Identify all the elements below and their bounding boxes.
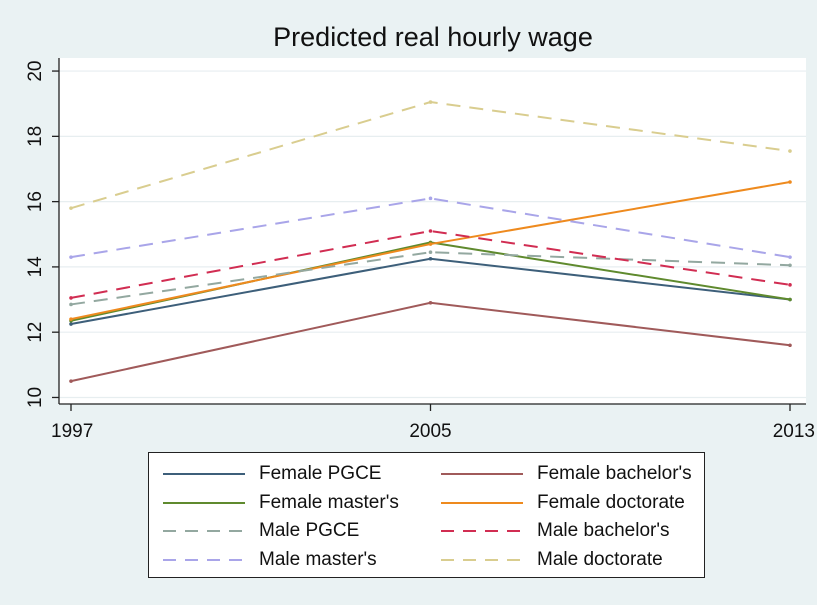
series-line [70, 229, 791, 299]
y-tick-label: 14 [25, 256, 46, 278]
x-tick-label: 2005 [409, 421, 451, 442]
data-point [69, 296, 73, 300]
data-point [69, 317, 73, 321]
y-tick-label: 18 [25, 126, 46, 147]
legend-item: Female master's [163, 488, 399, 518]
legend-label: Male bachelor's [537, 520, 670, 541]
data-point [428, 256, 433, 261]
legend-label: Female bachelor's [537, 463, 692, 484]
data-point [69, 379, 73, 383]
series-1 [69, 301, 792, 383]
data-point [788, 255, 792, 259]
legend-swatch [163, 501, 245, 504]
data-point [69, 206, 73, 210]
legend-item: Female doctorate [441, 488, 685, 518]
legend-label: Female doctorate [537, 491, 685, 513]
data-point [428, 229, 433, 233]
plot-background [59, 58, 806, 404]
legend-item: Male bachelor's [441, 516, 669, 546]
data-point [788, 149, 792, 153]
x-tick-label: 2013 [773, 421, 815, 442]
legend-item: Male doctorate [441, 545, 663, 575]
data-point [69, 255, 73, 259]
axes: 10 12 14 16 18 20 1997 2005 2013 [25, 58, 815, 442]
y-tick-label: 10 [25, 387, 46, 408]
data-point [788, 343, 792, 348]
data-point [788, 297, 792, 302]
legend-swatch [441, 530, 523, 532]
legend-label: Male doctorate [537, 548, 663, 570]
legend-label: Female PGCE [259, 463, 382, 484]
legend-swatch [163, 530, 245, 532]
y-tick-label: 12 [25, 322, 46, 343]
data-point [428, 100, 433, 104]
legend-item: Male PGCE [163, 516, 359, 546]
data-point [428, 196, 433, 201]
legend-swatch [163, 473, 245, 475]
legend-swatch [163, 558, 245, 561]
data-point [428, 250, 433, 255]
data-point [788, 263, 792, 268]
legend-swatch [441, 558, 523, 561]
legend-label: Female master's [259, 491, 399, 513]
legend-item: Male master's [163, 545, 377, 575]
data-point [428, 301, 433, 305]
line-chart: Predicted real hourly wage 1012141618201… [25, 22, 815, 442]
legend-label: Male master's [259, 548, 377, 570]
series-3 [69, 180, 792, 321]
data-point [69, 302, 73, 307]
series-5 [69, 229, 792, 300]
data-point [69, 322, 73, 326]
data-point [788, 180, 792, 184]
grid [59, 70, 806, 399]
chart-title: Predicted real hourly wage [273, 22, 593, 52]
series-line [70, 251, 791, 306]
series-line [70, 197, 791, 259]
x-tick-label: 1997 [51, 421, 93, 442]
legend: Female PGCE Female bachelor's Female maste… [148, 452, 705, 578]
data-point [428, 242, 433, 246]
legend-label: Male PGCE [259, 520, 360, 541]
legend-swatch [441, 473, 523, 475]
y-tick-label: 20 [25, 60, 46, 81]
legend-item: Female PGCE [163, 459, 381, 489]
series-4 [69, 250, 792, 307]
y-tick-label: 16 [25, 191, 46, 212]
data-point [788, 283, 792, 287]
series-layer [69, 100, 792, 383]
legend-swatch [441, 501, 523, 504]
legend-item: Female bachelor's [441, 459, 692, 489]
series-6 [69, 196, 792, 259]
series-7 [69, 100, 792, 210]
